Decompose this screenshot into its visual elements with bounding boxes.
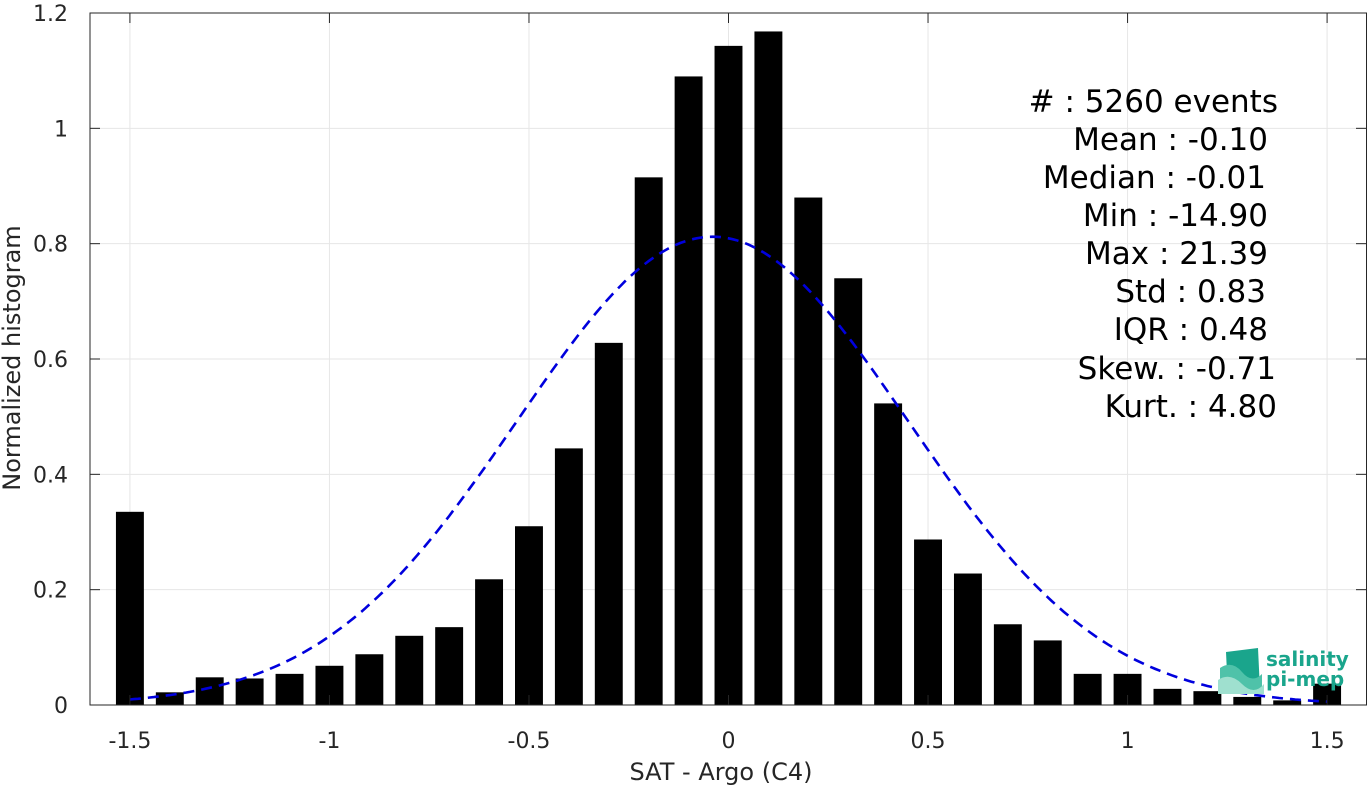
y-axis-label: Normalized histogram bbox=[0, 225, 26, 490]
y-tick-label: 0.2 bbox=[33, 579, 68, 604]
histogram-bar bbox=[754, 31, 783, 706]
stat-iqr: IQR : 0.48 bbox=[1114, 312, 1268, 348]
stats-box: # : 5260 events Mean : -0.10 Median : -0… bbox=[1029, 84, 1278, 425]
x-tick-label: -1 bbox=[318, 729, 340, 754]
histogram-bar bbox=[634, 177, 663, 706]
histogram-bar bbox=[435, 627, 464, 705]
histogram-bars bbox=[115, 31, 1342, 706]
y-tick-label: 0 bbox=[54, 694, 68, 719]
histogram-bar bbox=[914, 539, 942, 705]
stat-events: # : 5260 events bbox=[1029, 84, 1278, 120]
x-tick-label: -1.5 bbox=[108, 729, 151, 754]
histogram-bar bbox=[834, 278, 863, 705]
histogram-bar bbox=[1233, 696, 1262, 705]
stat-mean: Mean : -0.10 bbox=[1073, 122, 1268, 158]
stat-median: Median : -0.01 bbox=[1043, 160, 1266, 196]
stat-kurt: Kurt. : 4.80 bbox=[1105, 389, 1277, 425]
histogram-bar bbox=[714, 45, 743, 706]
y-tick-labels: 0 0.2 0.4 0.6 0.8 1 1.2 bbox=[33, 2, 68, 719]
stat-skew: Skew. : -0.71 bbox=[1078, 351, 1276, 387]
histogram-bar bbox=[235, 678, 264, 705]
histogram-bar bbox=[874, 403, 903, 705]
histogram-bar bbox=[674, 76, 703, 705]
histogram-bar bbox=[1273, 700, 1302, 705]
histogram-bar bbox=[275, 673, 304, 705]
histogram-bar bbox=[1313, 683, 1342, 705]
y-tick-label: 0.4 bbox=[33, 463, 68, 488]
x-tick-label: 1 bbox=[1121, 729, 1135, 754]
x-axis-label: SAT - Argo (C4) bbox=[630, 758, 813, 786]
histogram-bar bbox=[395, 635, 424, 705]
x-tick-label: -0.5 bbox=[508, 729, 551, 754]
x-tick-label: 1.5 bbox=[1310, 729, 1345, 754]
y-tick-label: 1.2 bbox=[33, 2, 68, 27]
histogram-bar bbox=[355, 654, 384, 705]
y-tick-label: 1 bbox=[54, 117, 68, 142]
x-tick-label: 0.5 bbox=[911, 729, 946, 754]
histogram-bar bbox=[993, 624, 1022, 705]
logo-text-salinity: salinity bbox=[1266, 647, 1349, 671]
histogram-bar bbox=[1193, 691, 1222, 705]
histogram-bar bbox=[475, 579, 504, 705]
histogram-bar bbox=[1073, 673, 1102, 705]
stat-max: Max : 21.39 bbox=[1085, 236, 1268, 272]
histogram-bar bbox=[953, 573, 982, 705]
histogram-bar bbox=[1033, 640, 1062, 705]
y-tick-label: 0.8 bbox=[33, 233, 68, 258]
normal-fit-curve bbox=[129, 235, 1328, 703]
y-tick-label: 0.6 bbox=[33, 348, 68, 373]
histogram-bar bbox=[594, 342, 623, 705]
salinity-pi-mep-logo: salinity pi-mep bbox=[1218, 647, 1349, 694]
histogram-bar bbox=[155, 692, 184, 705]
histogram-bar bbox=[115, 511, 144, 705]
histogram-bar bbox=[1153, 688, 1182, 705]
wave-logo-icon bbox=[1218, 648, 1264, 694]
histogram-bar bbox=[794, 197, 823, 706]
stat-min: Min : -14.90 bbox=[1083, 198, 1268, 234]
x-tick-label: 0 bbox=[722, 729, 736, 754]
histogram-bar bbox=[515, 526, 543, 705]
logo-text-pi-mep: pi-mep bbox=[1266, 667, 1344, 691]
x-tick-labels: -1.5 -1 -0.5 0 0.5 1 1.5 bbox=[108, 729, 1344, 754]
histogram-bar bbox=[554, 448, 583, 705]
histogram-bar bbox=[195, 677, 224, 705]
stat-std: Std : 0.83 bbox=[1115, 274, 1266, 310]
